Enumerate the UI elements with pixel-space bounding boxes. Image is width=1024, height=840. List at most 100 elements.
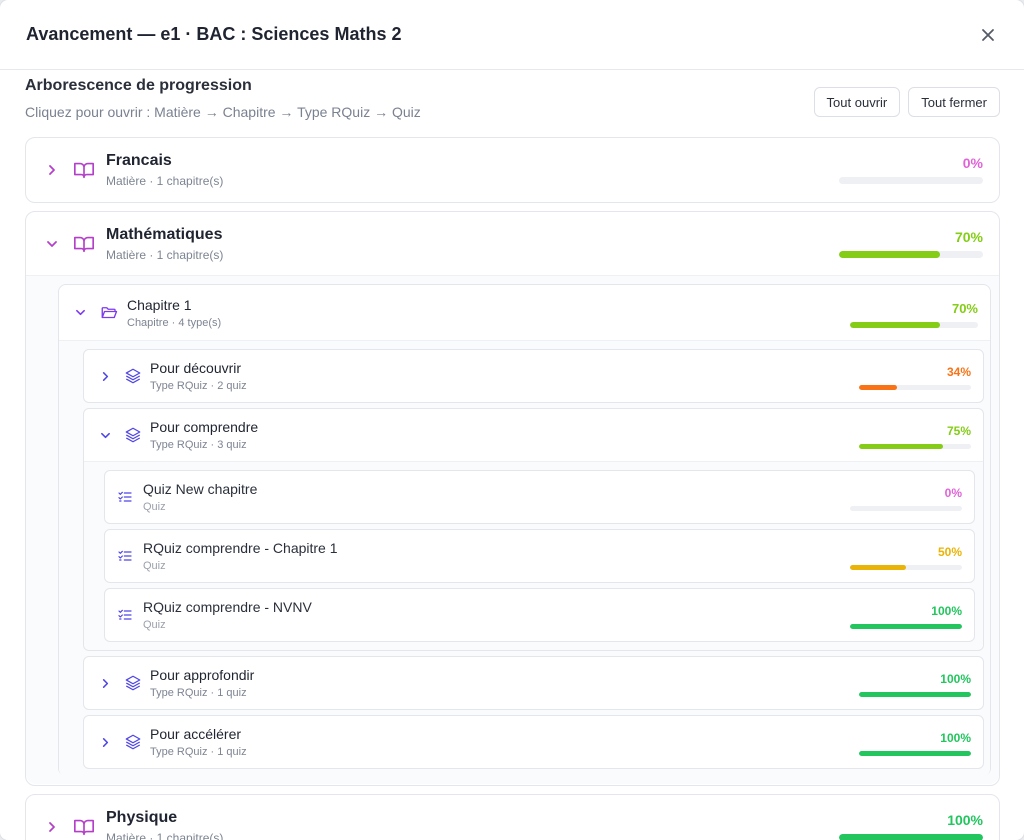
progress-bar bbox=[859, 385, 971, 390]
progress-percent: 0% bbox=[962, 155, 983, 171]
folder-open-icon bbox=[100, 304, 118, 322]
chevron-right-icon bbox=[96, 367, 114, 385]
subject-name: Physique bbox=[106, 809, 178, 826]
type-name: Pour découvrir bbox=[150, 360, 242, 376]
progress-fill bbox=[859, 751, 971, 756]
progress-bar bbox=[850, 624, 962, 629]
subject-card-physique: Physique Matière · 1 chapitre(s) 100% bbox=[25, 794, 1000, 840]
quiz-name: RQuiz comprendre - Chapitre 1 bbox=[143, 540, 338, 556]
subject-row-mathematiques[interactable]: Mathématiques Matière · 1 chapitre(s) 70… bbox=[26, 212, 999, 276]
type-meta: Type RQuiz · 1 quiz bbox=[150, 687, 247, 699]
subject-name: Francais bbox=[106, 152, 172, 169]
progress-fill bbox=[839, 834, 983, 840]
subject-meta: Matière · 1 chapitre(s) bbox=[106, 831, 224, 840]
quiz-meta: Quiz bbox=[143, 560, 166, 572]
chapter-name: Chapitre 1 bbox=[127, 296, 192, 313]
layers-icon bbox=[124, 426, 142, 444]
chevron-right-icon bbox=[43, 818, 61, 836]
subject-meta: Matière · 1 chapitre(s) bbox=[106, 247, 224, 262]
progress-fill bbox=[859, 385, 898, 390]
progress-percent: 50% bbox=[937, 545, 962, 559]
type-card-comprendre: Pour comprendre Type RQuiz · 3 quiz 75% bbox=[83, 408, 984, 651]
progress-percent: 100% bbox=[940, 672, 971, 686]
type-meta: Type RQuiz · 1 quiz bbox=[150, 746, 247, 758]
subject-meta: Matière · 1 chapitre(s) bbox=[106, 174, 224, 188]
chevron-down-icon bbox=[71, 304, 89, 322]
chapter-children: Pour découvrir Type RQuiz · 2 quiz 34% bbox=[59, 341, 990, 777]
quiz-meta: Quiz bbox=[143, 501, 166, 513]
layers-icon bbox=[124, 367, 142, 385]
modal-title: Avancement — e1 · BAC : Sciences Maths 2 bbox=[26, 24, 402, 44]
type-card-accelerer: Pour accélérer Type RQuiz · 1 quiz 100% bbox=[83, 715, 984, 769]
close-all-button[interactable]: Tout fermer bbox=[908, 87, 1000, 117]
quiz-item[interactable]: Quiz New chapitre Quiz 0% bbox=[104, 470, 975, 524]
progress-bar bbox=[850, 506, 962, 511]
subject-card-francais: Francais Matière · 1 chapitre(s) 0% bbox=[25, 137, 1000, 203]
subject-row-francais[interactable]: Francais Matière · 1 chapitre(s) 0% bbox=[26, 138, 999, 202]
progress-fill bbox=[859, 444, 943, 449]
tree-hint: Cliquez pour ouvrir : Matière → Chapitre… bbox=[25, 104, 421, 120]
type-card-decouvrir: Pour découvrir Type RQuiz · 2 quiz 34% bbox=[83, 349, 984, 403]
modal-body: Arborescence de progression Cliquez pour… bbox=[0, 71, 1024, 840]
type-row[interactable]: Pour comprendre Type RQuiz · 3 quiz 75% bbox=[84, 409, 983, 462]
checklist-icon bbox=[117, 607, 133, 623]
progress-fill bbox=[839, 251, 940, 258]
progress-bar bbox=[839, 834, 983, 840]
subject-children: Chapitre 1 Chapitre · 4 type(s) 70% bbox=[26, 276, 999, 784]
type-row[interactable]: Pour approfondir Type RQuiz · 1 quiz 100… bbox=[84, 657, 983, 709]
tree-toolbar: Arborescence de progression Cliquez pour… bbox=[25, 71, 1000, 137]
progress-fill bbox=[859, 692, 971, 697]
progress-percent: 100% bbox=[940, 731, 971, 745]
progress-fill bbox=[850, 624, 962, 629]
progress-percent: 0% bbox=[944, 486, 962, 500]
chapter-row[interactable]: Chapitre 1 Chapitre · 4 type(s) 70% bbox=[59, 285, 990, 341]
layers-icon bbox=[124, 733, 142, 751]
progress-bar bbox=[850, 565, 962, 570]
type-meta: Type RQuiz · 2 quiz bbox=[150, 380, 247, 392]
open-all-button[interactable]: Tout ouvrir bbox=[813, 87, 901, 117]
chevron-right-icon bbox=[43, 161, 61, 179]
layers-icon bbox=[124, 674, 142, 692]
subject-card-mathematiques: Mathématiques Matière · 1 chapitre(s) 70… bbox=[25, 211, 1000, 786]
progress-fill bbox=[850, 565, 906, 570]
progress-percent: 75% bbox=[946, 424, 971, 438]
type-name: Pour approfondir bbox=[150, 667, 255, 683]
progress-percent: 34% bbox=[946, 365, 971, 379]
chapter-meta: Chapitre · 4 type(s) bbox=[127, 316, 222, 329]
type-card-approfondir: Pour approfondir Type RQuiz · 1 quiz 100… bbox=[83, 656, 984, 710]
quiz-meta: Quiz bbox=[143, 619, 166, 631]
progress-percent: 70% bbox=[951, 301, 978, 316]
progress-percent: 100% bbox=[931, 604, 962, 618]
checklist-icon bbox=[117, 548, 133, 564]
quiz-item[interactable]: RQuiz comprendre - NVNV Quiz 100% bbox=[104, 588, 975, 642]
chevron-right-icon bbox=[96, 733, 114, 751]
book-open-icon bbox=[73, 159, 95, 181]
progress-bar bbox=[859, 692, 971, 697]
quiz-name: RQuiz comprendre - NVNV bbox=[143, 599, 312, 615]
progress-bar bbox=[859, 751, 971, 756]
book-open-icon bbox=[73, 233, 95, 255]
type-row[interactable]: Pour accélérer Type RQuiz · 1 quiz 100% bbox=[84, 716, 983, 768]
progress-bar bbox=[850, 322, 978, 328]
book-open-icon bbox=[73, 816, 95, 838]
type-name: Pour comprendre bbox=[150, 419, 259, 435]
chapter-card: Chapitre 1 Chapitre · 4 type(s) 70% bbox=[58, 284, 991, 777]
quiz-item[interactable]: RQuiz comprendre - Chapitre 1 Quiz 50% bbox=[104, 529, 975, 583]
type-row[interactable]: Pour découvrir Type RQuiz · 2 quiz 34% bbox=[84, 350, 983, 402]
type-name: Pour accélérer bbox=[150, 726, 242, 742]
subject-name: Mathématiques bbox=[106, 225, 223, 243]
progress-bar bbox=[839, 177, 983, 184]
close-button[interactable] bbox=[974, 21, 1002, 49]
tree-heading: Arborescence de progression bbox=[25, 77, 252, 94]
progress-bar bbox=[859, 444, 971, 449]
progress-percent: 100% bbox=[947, 812, 983, 828]
modal-header: Avancement — e1 · BAC : Sciences Maths 2 bbox=[0, 0, 1024, 70]
close-icon bbox=[982, 28, 994, 41]
subject-row-physique[interactable]: Physique Matière · 1 chapitre(s) 100% bbox=[26, 795, 999, 840]
progress-percent: 70% bbox=[954, 229, 983, 245]
type-meta: Type RQuiz · 3 quiz bbox=[150, 439, 247, 451]
chevron-right-icon bbox=[96, 674, 114, 692]
checklist-icon bbox=[117, 489, 133, 505]
progress-bar bbox=[839, 251, 983, 258]
